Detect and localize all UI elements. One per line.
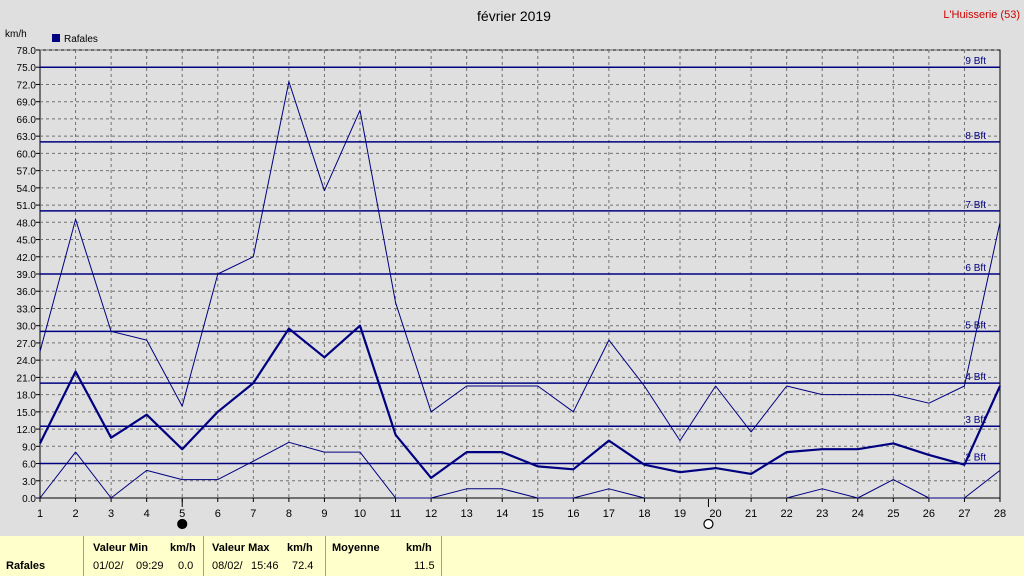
series-min-line <box>39 441 645 499</box>
min-header: Valeur Min <box>93 542 149 554</box>
max-value: 72.4 <box>292 560 314 572</box>
max-header: Valeur Max <box>212 542 270 554</box>
y-tick-label: 36.0 <box>17 287 37 298</box>
y-tick-label: 57.0 <box>17 167 37 178</box>
y-tick-label: 27.0 <box>17 339 37 350</box>
x-tick-label: 14 <box>496 508 508 520</box>
x-tick-label: 21 <box>745 508 757 520</box>
x-tick-label: 2 <box>72 508 78 520</box>
x-tick-label: 7 <box>250 508 256 520</box>
x-tick-label: 1 <box>37 508 43 520</box>
y-tick-label: 24.0 <box>17 356 37 367</box>
x-tick-label: 16 <box>567 508 579 520</box>
mean-header: Moyenne <box>332 542 380 554</box>
x-tick-label: 12 <box>425 508 437 520</box>
x-tick-label: 27 <box>958 508 970 520</box>
x-tick-label: 8 <box>286 508 292 520</box>
y-tick-label: 60.0 <box>17 149 37 160</box>
y-tick-label: 66.0 <box>17 115 37 126</box>
beaufort-label: 8 Bft <box>965 131 986 142</box>
y-tick-label: 51.0 <box>17 201 37 212</box>
plot-area: 0.0 3.0 6.0 9.0 12.0 15.0 18.0 21.0 24.0 27.0 30.0… <box>17 46 1006 530</box>
gust-chart: février 2019 L'Huisserie (53) km/h Rafal… <box>5 8 1020 530</box>
series-min-line <box>786 470 1001 499</box>
x-tick-label: 20 <box>709 508 721 520</box>
x-tick-label: 17 <box>603 508 615 520</box>
x-tick-label: 13 <box>461 508 473 520</box>
legend-swatch <box>52 34 60 42</box>
footer-min-cell: Valeur Min km/h 01/02/ 09:29 0.0 <box>84 536 204 576</box>
x-tick-label: 28 <box>994 508 1006 520</box>
y-tick-label: 9.0 <box>22 442 36 453</box>
y-tick-label: 75.0 <box>17 63 37 74</box>
y-tick-label: 21.0 <box>17 373 37 384</box>
x-tick-label: 25 <box>887 508 899 520</box>
x-tick-label: 22 <box>781 508 793 520</box>
x-tick-label: 5 <box>179 508 185 520</box>
y-tick-label: 72.0 <box>17 80 37 91</box>
beaufort-label: 2 Bft <box>965 453 986 464</box>
x-tick-label: 26 <box>923 508 935 520</box>
y-tick-label: 54.0 <box>17 184 37 195</box>
y-axis-unit: km/h <box>5 29 27 40</box>
y-tick-label: 69.0 <box>17 98 37 109</box>
station-name: L'Huisserie (53) <box>943 9 1020 21</box>
beaufort-label: 9 Bft <box>965 56 986 67</box>
statistics-footer: Rafales Valeur Min km/h 01/02/ 09:29 0.0… <box>0 536 1024 576</box>
min-value: 0.0 <box>178 560 194 572</box>
footer-mean-cell: Moyenne km/h 11.5 <box>326 536 442 576</box>
x-tick-label: 4 <box>144 508 150 520</box>
y-tick-label: 6.0 <box>22 460 36 471</box>
x-tick-label: 11 <box>390 508 401 520</box>
mean-value: 11.5 <box>414 560 435 572</box>
y-tick-label: 15.0 <box>17 408 37 419</box>
y-tick-label: 33.0 <box>17 304 37 315</box>
max-date: 08/02/ <box>212 560 243 572</box>
min-time: 09:29 <box>136 560 164 572</box>
chart-title: février 2019 <box>477 8 551 24</box>
x-tick-label: 23 <box>816 508 828 520</box>
series-mean-line <box>39 324 1002 479</box>
y-tick-label: 0.0 <box>22 494 36 505</box>
footer-series-cell: Rafales <box>0 536 84 576</box>
series-max-line <box>39 81 1001 442</box>
y-tick-label: 42.0 <box>17 253 37 264</box>
x-tick-label: 18 <box>638 508 650 520</box>
y-tick-label: 63.0 <box>17 132 37 143</box>
x-tick-label: 19 <box>674 508 686 520</box>
mean-unit: km/h <box>406 542 432 554</box>
y-tick-label: 3.0 <box>22 477 36 488</box>
x-tick-label: 10 <box>354 508 366 520</box>
y-tick-label: 48.0 <box>17 218 37 229</box>
y-tick-label: 78.0 <box>17 46 37 57</box>
beaufort-label: 4 Bft <box>965 372 986 383</box>
new-moon-icon <box>177 518 188 530</box>
max-time: 15:46 <box>251 560 279 572</box>
x-tick-label: 15 <box>532 508 544 520</box>
beaufort-label: 3 Bft <box>965 415 986 426</box>
min-unit: km/h <box>170 542 196 554</box>
x-tick-label: 6 <box>215 508 221 520</box>
footer-max-cell: Valeur Max km/h 08/02/ 15:46 72.4 <box>204 536 326 576</box>
beaufort-label: 7 Bft <box>965 200 986 211</box>
beaufort-label: 5 Bft <box>965 320 986 331</box>
min-date: 01/02/ <box>93 560 124 572</box>
beaufort-label: 6 Bft <box>965 263 986 274</box>
x-tick-label: 24 <box>852 508 864 520</box>
x-tick-label: 9 <box>321 508 327 520</box>
y-tick-label: 45.0 <box>17 236 37 247</box>
footer-series-label: Rafales <box>6 560 46 572</box>
y-tick-label: 18.0 <box>17 391 37 402</box>
y-tick-label: 12.0 <box>17 425 37 436</box>
x-tick-label: 3 <box>108 508 114 520</box>
footer-empty-cell <box>442 536 1024 576</box>
max-unit: km/h <box>287 542 313 554</box>
y-tick-label: 30.0 <box>17 322 37 333</box>
legend-label: Rafales <box>64 34 98 45</box>
full-moon-icon <box>703 518 714 530</box>
y-tick-label: 39.0 <box>17 270 37 281</box>
